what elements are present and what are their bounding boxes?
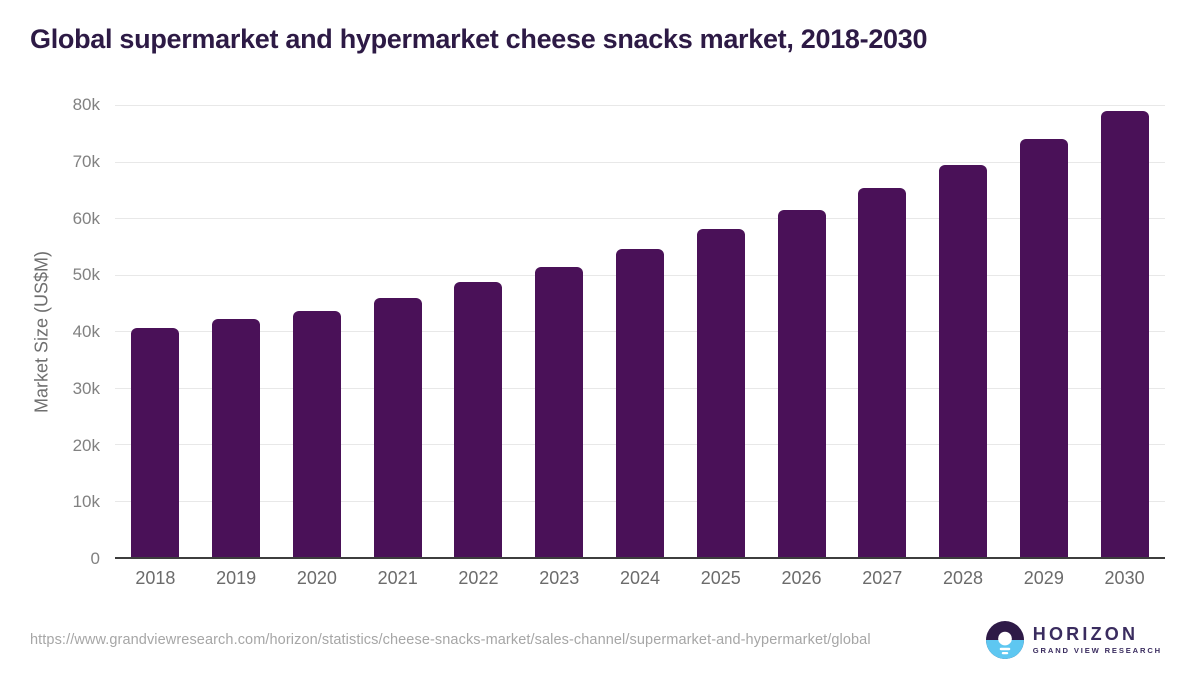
footer: https://www.grandviewresearch.com/horizo… [30,621,1162,659]
x-axis-label-2028: 2028 [943,568,984,588]
x-axis-label-2018: 2018 [135,568,176,588]
logo-name: HORIZON [1032,624,1139,645]
y-axis-tick-10k: 10k [72,492,100,512]
bars [115,105,1165,557]
horizon-logo: HORIZON GRAND VIEW RESEARCH [985,621,1162,659]
bar-slot-2018 [115,105,196,557]
bar-slot-2019 [196,105,277,557]
bar-2025[interactable] [696,229,745,557]
logo-text: HORIZON GRAND VIEW RESEARCH [1033,625,1162,655]
y-axis-tick-0: 0 [90,549,100,568]
bar-slot-2030 [1084,105,1165,557]
x-axis-label-2027: 2027 [862,568,903,588]
plot-area [115,105,1165,559]
bar-2018[interactable] [131,327,180,557]
bar-2028[interactable] [939,164,988,557]
y-axis-tick-60k: 60k [72,208,100,228]
x-axis-label-2022: 2022 [458,568,499,588]
bar-slot-2023 [519,105,600,557]
x-axis-label-2023: 2023 [539,568,580,588]
bar-2030[interactable] [1100,111,1149,557]
x-axis-label-2026: 2026 [781,568,822,588]
bar-slot-2021 [357,105,438,557]
bar-slot-2026 [761,105,842,557]
bar-slot-2028 [923,105,1004,557]
bar-2027[interactable] [858,188,907,557]
bar-2020[interactable] [292,311,341,557]
y-axis-tick-20k: 20k [72,435,100,455]
x-axis-label-2030: 2030 [1104,568,1145,588]
bar-slot-2025 [680,105,761,557]
bar-2019[interactable] [212,319,261,557]
x-axis-label-2025: 2025 [700,568,741,588]
bar-slot-2024 [600,105,681,557]
x-axis-label-2020: 2020 [296,568,337,588]
bar-2029[interactable] [1019,138,1068,557]
y-axis-tick-70k: 70k [72,151,100,171]
bar-2024[interactable] [615,248,664,557]
bar-slot-2027 [842,105,923,557]
x-axis-label-2021: 2021 [377,568,418,588]
source-url[interactable]: https://www.grandviewresearch.com/horizo… [30,632,871,648]
x-axis-label-2029: 2029 [1023,568,1064,588]
gridline-80k [115,105,1165,106]
bar-2023[interactable] [535,266,584,557]
x-axis-labels: 2018 2019 2020 2021 2022 2023 2024 2025 2026 2027… [115,568,1165,589]
x-axis-label-2024: 2024 [619,568,660,588]
horizon-sun-icon [985,621,1024,659]
logo-subtitle: GRAND VIEW RESEARCH [1032,645,1162,655]
chart-title: Global supermarket and hypermarket chees… [30,24,928,54]
bar-slot-2029 [1003,105,1084,557]
bar-2021[interactable] [373,297,422,557]
y-axis-tick-30k: 30k [72,378,100,398]
bar-slot-2020 [277,105,358,557]
bar-slot-2022 [438,105,519,557]
bar-2022[interactable] [454,282,503,557]
y-axis-tick-40k: 40k [72,322,100,341]
gridline-60k [115,218,1165,219]
x-axis-label-2019: 2019 [216,568,257,588]
y-axis-tick-80k: 80k [72,95,100,114]
bar-2026[interactable] [777,209,826,557]
gridline-70k [115,161,1165,163]
y-axis-tick-50k: 50k [72,265,100,285]
